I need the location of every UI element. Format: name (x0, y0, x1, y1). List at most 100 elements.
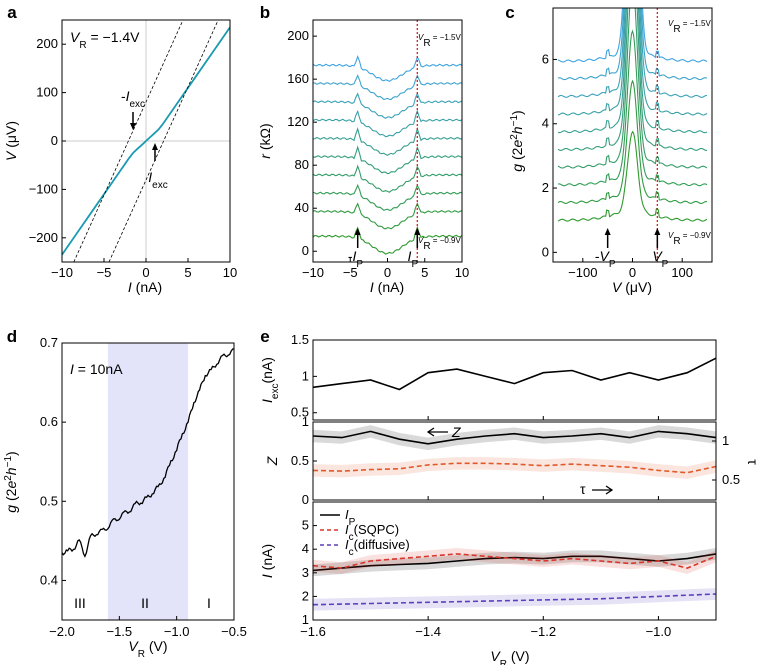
e1-series-0 (312, 430, 717, 445)
b-y-tick-label: 200 (287, 28, 309, 43)
b-curve-2 (312, 183, 463, 211)
e1-ylabel: Z (264, 456, 280, 466)
b-top-label: VR = −1.5V (418, 33, 461, 49)
a-annotation: VR = −1.4V (70, 29, 140, 51)
c-y-tick-label: 4 (542, 116, 549, 131)
e2-y-tick-label: 5 (302, 518, 309, 533)
c-x-tick-label: −100 (568, 265, 597, 280)
e1-tau-label: τ (580, 481, 586, 497)
b-x-tick-label: −10 (302, 265, 324, 280)
e1-right-tick-label: 1 (722, 433, 729, 448)
e2-band-2 (313, 588, 716, 611)
e-x-tick-label: −1.6 (300, 624, 326, 639)
c-curve-0 (557, 130, 708, 222)
e1-y-tick-label: 1 (302, 414, 309, 429)
b-x-tick-label: 10 (455, 265, 469, 280)
c-y-tick-label: 2 (542, 180, 549, 195)
a-y-tick-label: 200 (36, 36, 58, 51)
d-series (61, 348, 235, 558)
d-axes-frame (61, 342, 235, 621)
c-label-vp: VP (652, 248, 668, 270)
a-label-iexc: Iexc (148, 169, 167, 191)
b-y-tick-label: 160 (287, 71, 309, 86)
a-y-tick-label: −200 (29, 230, 58, 245)
c-y-tick-label: 6 (542, 51, 549, 66)
b-curve-7 (312, 91, 463, 119)
a-y-tick-label: 100 (36, 85, 58, 100)
e-xlabel: VR (V) (490, 648, 529, 665)
c-curve-1 (557, 79, 708, 204)
b-x-tick-label: 5 (421, 265, 428, 280)
d-annotation: I = 10nA (70, 361, 123, 377)
e1-series-1 (312, 462, 717, 474)
d-x-tick-label: −1.0 (164, 624, 190, 639)
e0-ylabel: Iexc(nA) (259, 357, 281, 403)
c-x-tick-label: 0 (629, 265, 636, 280)
e-x-tick-label: −1.0 (646, 624, 672, 639)
d-region-label-III: III (74, 595, 86, 611)
e2-series-1 (312, 553, 717, 569)
b-curve-9 (312, 54, 463, 83)
c-curve-4 (557, 8, 707, 151)
e0-y-tick-label: 1.5 (291, 332, 309, 347)
a-series-2 (108, 20, 219, 262)
b-curve-5 (312, 126, 463, 157)
a-series-1 (73, 20, 184, 262)
e0-series-0 (312, 357, 717, 391)
e1-tau-arrow (592, 485, 614, 495)
b-label-ip: IP (408, 248, 419, 270)
e2-series-2 (312, 593, 717, 606)
e0-y-tick-label: 0.5 (291, 405, 309, 420)
b-curve-1 (312, 202, 463, 230)
b-curve-6 (312, 109, 463, 138)
c-arrow-vp-head (654, 228, 661, 235)
e2-series-0 (312, 553, 717, 572)
c-top-label: VR = −1.5V (668, 19, 711, 35)
c-curve-3 (557, 8, 708, 169)
d-xlabel: VR (V) (128, 638, 167, 660)
panel-b-label: b (260, 3, 270, 22)
c-ylabel: g (2e2h−1) (509, 110, 526, 171)
a-y-tick-label: 0 (51, 133, 58, 148)
a-arrow-minus-iexc-head (130, 123, 136, 130)
d-y-tick-label: 0.5 (40, 493, 58, 508)
e0-axes-frame (312, 339, 717, 421)
e2-legend-label-2: Ic(diffusive) (345, 537, 410, 558)
e1-right-tick-label: 0.5 (722, 472, 740, 487)
c-curve-8 (557, 8, 708, 81)
e1-y-tick-label: 0.5 (291, 453, 309, 468)
b-y-tick-label: 40 (295, 200, 309, 215)
a-x-tick-label: −10 (51, 265, 73, 280)
d-region-label-I: I (207, 595, 211, 611)
a-ylabel: V (μV) (3, 121, 19, 161)
e2-band-1 (313, 548, 716, 574)
b-arrow-minus-ip-head (354, 228, 361, 235)
d-region-label-II: II (141, 595, 149, 611)
e1-band-1 (313, 457, 716, 479)
e1-y-tick-label: 0 (302, 492, 309, 507)
e2-y-tick-label: 3 (302, 565, 309, 580)
b-axes-frame (312, 19, 463, 263)
a-label-minus-iexc: -Iexc (121, 88, 145, 110)
c-x-tick-label: 100 (671, 265, 693, 280)
d-ylabel: g (2e2h−1) (3, 451, 20, 512)
d-y-tick-label: 0.7 (40, 335, 58, 350)
c-curve-2 (557, 29, 708, 187)
e1-band-0 (313, 425, 716, 451)
a-x-tick-label: −5 (97, 265, 112, 280)
c-label-minus-vp: -VP (595, 248, 616, 270)
e1-z-label: Z (451, 424, 461, 440)
e-x-tick-label: −1.2 (530, 624, 556, 639)
b-bottom-label: VR = −0.9V (418, 236, 461, 252)
d-x-tick-label: −0.5 (221, 624, 247, 639)
d-x-tick-label: −1.5 (106, 624, 132, 639)
b-curve-3 (312, 164, 463, 193)
d-x-tick-label: −2.0 (49, 624, 75, 639)
panel-e-label: e (260, 327, 269, 346)
b-xlabel: I (nA) (370, 279, 404, 295)
e-x-tick-label: −1.4 (415, 624, 441, 639)
e2-y-tick-label: 1 (302, 612, 309, 627)
e2-legend-label-1: Ic(SQPC) (345, 522, 399, 543)
b-y-tick-label: 120 (287, 114, 309, 129)
e2-ylabel: I (nA) (259, 544, 275, 578)
